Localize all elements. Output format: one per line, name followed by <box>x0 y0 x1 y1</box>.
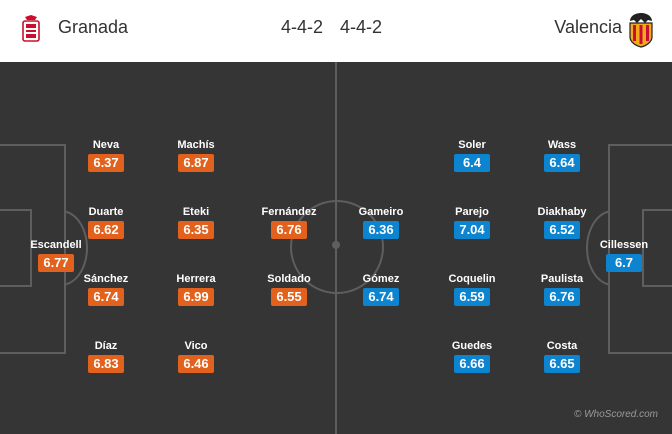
player-name: Cillessen <box>599 239 649 251</box>
centre-circle <box>290 200 384 294</box>
match-header: Granada 4-4-2 4-4-2 Valencia <box>0 0 672 60</box>
player-rating: 6.64 <box>544 154 580 172</box>
away-player-diakhaby[interactable]: Diakhaby 6.52 <box>522 205 602 239</box>
away-player-costa[interactable]: Costa 6.65 <box>522 339 602 373</box>
home-formation: 4-4-2 <box>281 17 324 37</box>
player-name: Sánchez <box>83 273 129 285</box>
home-player-machis[interactable]: Machís 6.87 <box>156 138 236 172</box>
home-player-escandell[interactable]: Escandell 6.77 <box>16 238 96 272</box>
away-team-name: Valencia <box>554 17 622 37</box>
player-name: Parejo <box>455 206 489 218</box>
player-rating: 6.7 <box>606 254 642 272</box>
player-rating: 6.59 <box>454 288 490 306</box>
centre-spot <box>332 241 340 249</box>
away-player-cillessen[interactable]: Cillessen 6.7 <box>584 238 664 272</box>
home-player-neva[interactable]: Neva 6.37 <box>66 138 146 172</box>
player-name: Gómez <box>362 273 400 285</box>
player-rating: 6.35 <box>178 221 214 239</box>
away-player-gameiro[interactable]: Gameiro 6.36 <box>341 205 421 239</box>
player-name: Soldado <box>267 273 311 285</box>
player-name: Wass <box>547 139 577 151</box>
player-rating: 6.74 <box>88 288 124 306</box>
home-player-herrera[interactable]: Herrera 6.99 <box>156 272 236 306</box>
player-rating: 7.04 <box>454 221 490 239</box>
player-rating: 6.77 <box>38 254 74 272</box>
home-player-vico[interactable]: Vico 6.46 <box>156 339 236 373</box>
away-player-soler[interactable]: Soler 6.4 <box>432 138 512 172</box>
home-player-fernandez[interactable]: Fernández 6.76 <box>249 205 329 239</box>
player-name: Paulista <box>540 273 584 285</box>
player-rating: 6.66 <box>454 355 490 373</box>
player-name: Machís <box>177 139 215 151</box>
player-name: Neva <box>92 139 120 151</box>
valencia-bat-crest-icon <box>629 13 653 48</box>
home-player-diaz[interactable]: Díaz 6.83 <box>66 339 146 373</box>
player-name: Díaz <box>94 340 118 352</box>
home-penalty-box <box>0 144 66 354</box>
player-rating: 6.76 <box>544 288 580 306</box>
away-player-parejo[interactable]: Parejo 7.04 <box>432 205 512 239</box>
away-player-wass[interactable]: Wass 6.64 <box>522 138 602 172</box>
player-name: Fernández <box>261 206 317 218</box>
player-rating: 6.37 <box>88 154 124 172</box>
away-six-yard-box <box>642 209 672 287</box>
player-rating: 6.52 <box>544 221 580 239</box>
player-rating: 6.55 <box>271 288 307 306</box>
home-team-name: Granada <box>58 17 129 37</box>
player-name: Costa <box>546 340 578 352</box>
away-formation: 4-4-2 <box>340 17 383 37</box>
player-rating: 6.74 <box>363 288 399 306</box>
whoscored-watermark: © WhoScored.com <box>573 409 658 420</box>
player-name: Coquelin <box>448 273 496 285</box>
player-name: Soler <box>458 139 486 151</box>
home-player-eteki[interactable]: Eteki 6.35 <box>156 205 236 239</box>
player-name: Herrera <box>176 273 216 285</box>
player-rating: 6.83 <box>88 355 124 373</box>
player-name: Escandell <box>30 239 82 251</box>
home-player-duarte[interactable]: Duarte 6.62 <box>66 205 146 239</box>
away-player-guedes[interactable]: Guedes 6.66 <box>432 339 512 373</box>
player-name: Duarte <box>88 206 124 218</box>
player-name: Eteki <box>182 206 210 218</box>
granada-crest-icon <box>22 15 40 42</box>
away-player-paulista[interactable]: Paulista 6.76 <box>522 272 602 306</box>
player-rating: 6.76 <box>271 221 307 239</box>
away-player-gomez[interactable]: Gómez 6.74 <box>341 272 421 306</box>
player-name: Vico <box>184 340 208 352</box>
player-rating: 6.62 <box>88 221 124 239</box>
away-penalty-box <box>608 144 672 354</box>
player-rating: 6.36 <box>363 221 399 239</box>
player-name: Gameiro <box>358 206 404 218</box>
player-rating: 6.46 <box>178 355 214 373</box>
player-rating: 6.4 <box>454 154 490 172</box>
player-rating: 6.87 <box>178 154 214 172</box>
home-six-yard-box <box>0 209 32 287</box>
player-name: Guedes <box>451 340 493 352</box>
player-name: Diakhaby <box>537 206 587 218</box>
away-player-coquelin[interactable]: Coquelin 6.59 <box>432 272 512 306</box>
player-rating: 6.99 <box>178 288 214 306</box>
home-player-soldado[interactable]: Soldado 6.55 <box>249 272 329 306</box>
home-player-sanchez[interactable]: Sánchez 6.74 <box>66 272 146 306</box>
player-rating: 6.65 <box>544 355 580 373</box>
pitch: Escandell 6.77 Neva 6.37 Duarte 6.62 Sán… <box>0 62 672 434</box>
